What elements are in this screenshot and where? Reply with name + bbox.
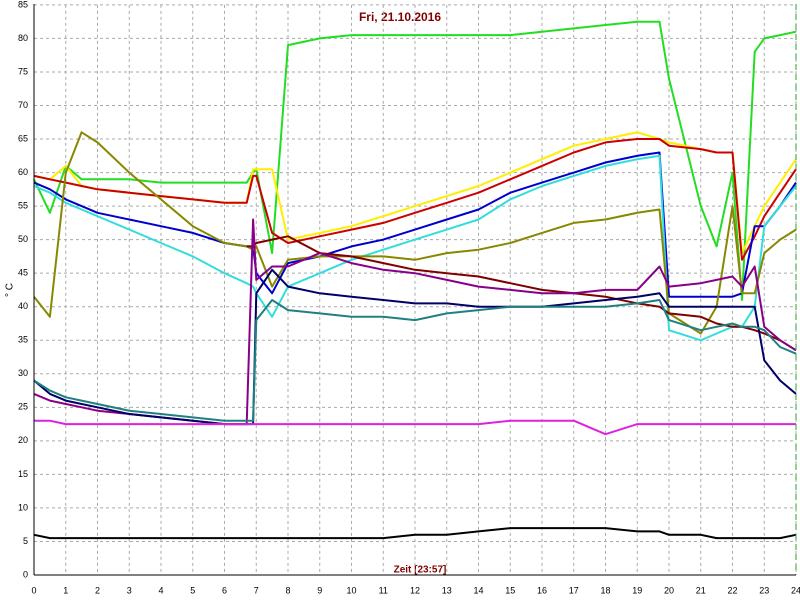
x-tick-label: 10 xyxy=(346,585,356,595)
y-tick-label: 75 xyxy=(18,66,28,76)
x-tick-label: 13 xyxy=(442,585,452,595)
series-line xyxy=(33,299,797,422)
y-tick-label: 0 xyxy=(23,569,28,579)
series-line xyxy=(33,527,797,540)
x-tick-label: 16 xyxy=(537,585,547,595)
x-tick-label: 7 xyxy=(254,585,259,595)
y-tick-label: 45 xyxy=(18,268,28,278)
y-tick-label: 60 xyxy=(18,167,28,177)
x-axis-label: Zeit [23:57] xyxy=(394,565,447,576)
chart-title: Fri, 21.10.2016 xyxy=(359,10,441,24)
y-tick-label: 65 xyxy=(18,133,28,143)
series-line xyxy=(33,268,797,426)
x-tick-label: 17 xyxy=(569,585,579,595)
y-tick-label: 40 xyxy=(18,301,28,311)
y-tick-label: 5 xyxy=(23,536,28,546)
x-tick-label: 4 xyxy=(158,585,163,595)
lines xyxy=(33,20,797,540)
y-tick-label: 10 xyxy=(18,502,28,512)
series-line xyxy=(33,154,797,342)
x-tick-label: 18 xyxy=(600,585,610,595)
x-tick-label: 0 xyxy=(31,585,36,595)
x-tick-label: 14 xyxy=(473,585,483,595)
x-tick-label: 15 xyxy=(505,585,515,595)
y-axis-label: ° C xyxy=(5,283,16,297)
y-tick-label: 15 xyxy=(18,469,28,479)
y-tick-label: 55 xyxy=(18,200,28,210)
x-tick-label: 2 xyxy=(95,585,100,595)
y-tick-label: 35 xyxy=(18,335,28,345)
x-tick-label: 21 xyxy=(696,585,706,595)
y-tick-label: 85 xyxy=(18,0,28,9)
y-tick-label: 30 xyxy=(18,368,28,378)
x-tick-label: 24 xyxy=(791,585,800,595)
x-tick-label: 1 xyxy=(63,585,68,595)
y-tick-label: 25 xyxy=(18,402,28,412)
series-line xyxy=(33,20,797,301)
x-tick-label: 6 xyxy=(222,585,227,595)
series-line xyxy=(34,419,796,436)
x-tick-label: 5 xyxy=(190,585,195,595)
x-tick-label: 3 xyxy=(127,585,132,595)
x-tick-label: 23 xyxy=(759,585,769,595)
x-tick-label: 12 xyxy=(410,585,420,595)
x-tick-label: 8 xyxy=(285,585,290,595)
x-tick-label: 9 xyxy=(317,585,322,595)
x-tick-label: 11 xyxy=(379,585,388,595)
y-tick-label: 80 xyxy=(18,33,28,43)
series-line xyxy=(33,151,797,298)
y-tick-label: 20 xyxy=(18,435,28,445)
x-tick-label: 20 xyxy=(664,585,674,595)
x-tick-label: 19 xyxy=(632,585,642,595)
x-tick-label: 22 xyxy=(727,585,737,595)
series-line xyxy=(33,138,797,261)
y-tick-label: 70 xyxy=(18,100,28,110)
series-line xyxy=(33,131,797,335)
y-tick-label: 50 xyxy=(18,234,28,244)
